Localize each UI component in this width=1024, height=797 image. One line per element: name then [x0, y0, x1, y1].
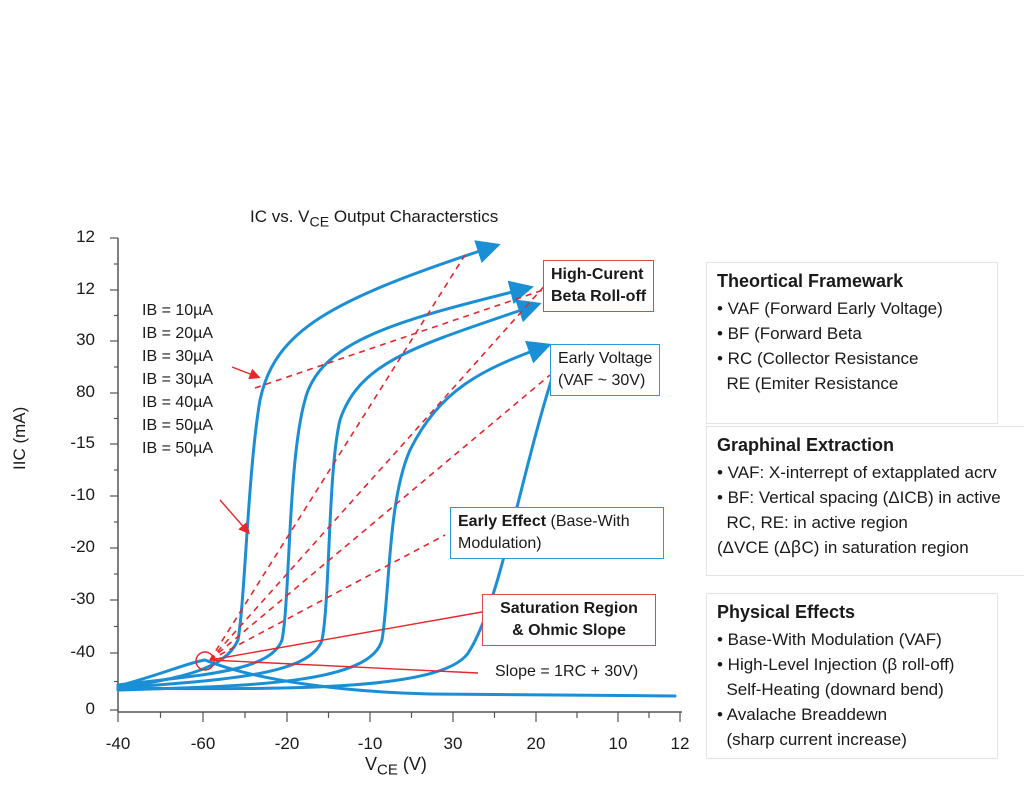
theory-panel: Theortical Framewark • VAF (Forward Earl…	[706, 262, 998, 424]
panel-item: • High-Level Injection (β roll-off)	[717, 655, 955, 674]
extraction-panel: Graphinal Extraction • VAF: X-interrept …	[706, 426, 1024, 576]
series-curve-1	[116, 240, 501, 690]
legend-entry: IB = 20µA	[142, 325, 214, 342]
panel-item: RE (Emiter Resistance	[717, 374, 899, 393]
y-tick-label: -20	[70, 537, 95, 556]
panel-item: • Avalache Breaddewn	[717, 705, 888, 724]
x-tick-label: 12	[670, 734, 690, 753]
slope-annotation: Slope = 1RC + 30V)	[495, 663, 639, 680]
saturation-point-marker	[195, 651, 215, 671]
panel-item: • VAF: X-interrept of extapplated acrv	[717, 463, 997, 482]
early-extrapolation-line	[209, 281, 549, 661]
legend-entry: IB = 10µA	[142, 302, 214, 319]
series-curve-2	[116, 280, 534, 687]
panel-title: Theortical Framewark	[717, 271, 904, 291]
early-extrapolation-line	[209, 254, 466, 661]
series-curve-6	[116, 658, 677, 698]
slope-leader-line	[209, 659, 479, 674]
legend-entry: IB = 30µA	[142, 371, 214, 388]
y-tick-label: -15	[70, 433, 95, 452]
y-tick-label: -30	[70, 589, 95, 608]
panel-title: Physical Effects	[717, 602, 856, 622]
legend-entry: IB = 50µA	[142, 417, 214, 434]
legend-entry: IB = 30µA	[142, 348, 214, 365]
x-tick-label: -60	[190, 734, 216, 753]
panel-item: • RC (Collector Resistance	[717, 349, 919, 368]
x-tick-label: -40	[105, 734, 131, 753]
panel-item: RC, RE: in active region	[717, 513, 908, 532]
panel-item: Self-Heating (downard bend)	[717, 680, 944, 699]
panel-item: (sharp current increase)	[717, 730, 907, 749]
series-curve-5	[116, 376, 554, 691]
x-tick-label: -10	[357, 734, 383, 753]
saturation-annotation: Saturation Region & Ohmic Slope	[482, 594, 656, 646]
early-voltage-annotation: Early Voltage (VAF ~ 30V)	[550, 344, 661, 396]
chart-title: IC vs. VCE Output Characterstics	[250, 207, 499, 231]
legend-arrow	[231, 366, 261, 380]
early-extrapolation-line	[209, 534, 446, 661]
x-axis-label: VCE (V)	[365, 754, 427, 779]
panel-item: • Base-With Modulation (VAF)	[717, 630, 942, 649]
legend-entry: IB = 50µA	[142, 440, 214, 457]
saturation-leader-line	[209, 611, 483, 661]
panel-item: • BF (Forward Beta	[717, 324, 862, 343]
series-curve-4	[116, 340, 552, 692]
x-tick-label: 30	[443, 734, 463, 753]
x-tick-label: 20	[526, 734, 546, 753]
y-tick-label: 0	[85, 699, 95, 718]
legend-entry: IB = 40µA	[142, 394, 214, 411]
y-tick-label: 12	[76, 279, 95, 298]
panel-title: Graphinal Extraction	[717, 435, 895, 455]
y-tick-label: 12	[76, 227, 95, 246]
panel-item: • BF: Vertical spacing (ΔICB) in active	[717, 488, 1001, 507]
physical-panel: Physical Effects • Base-With Modulation …	[706, 593, 998, 759]
y-axis-label: IIC (mA)	[10, 406, 29, 470]
early-extrapolation-line	[209, 374, 551, 661]
x-tick-label: 10	[608, 734, 628, 753]
legend-arrow	[219, 499, 250, 535]
panel-item: (ΔVCE (ΔꞵC) in saturation region	[717, 538, 969, 557]
high-current-annotation: High-Curent Beta Roll-off	[543, 260, 655, 312]
early-effect-annotation: Early Effect (Base-With Modulation)	[450, 507, 664, 559]
panel-item: • VAF (Forward Early Voltage)	[717, 299, 943, 318]
early-extrapolation-line	[254, 289, 544, 389]
x-tick-label: -20	[274, 734, 300, 753]
y-tick-label: -10	[70, 485, 95, 504]
y-tick-label: -40	[70, 642, 95, 661]
y-tick-label: 30	[76, 330, 95, 349]
y-tick-label: 80	[76, 382, 95, 401]
